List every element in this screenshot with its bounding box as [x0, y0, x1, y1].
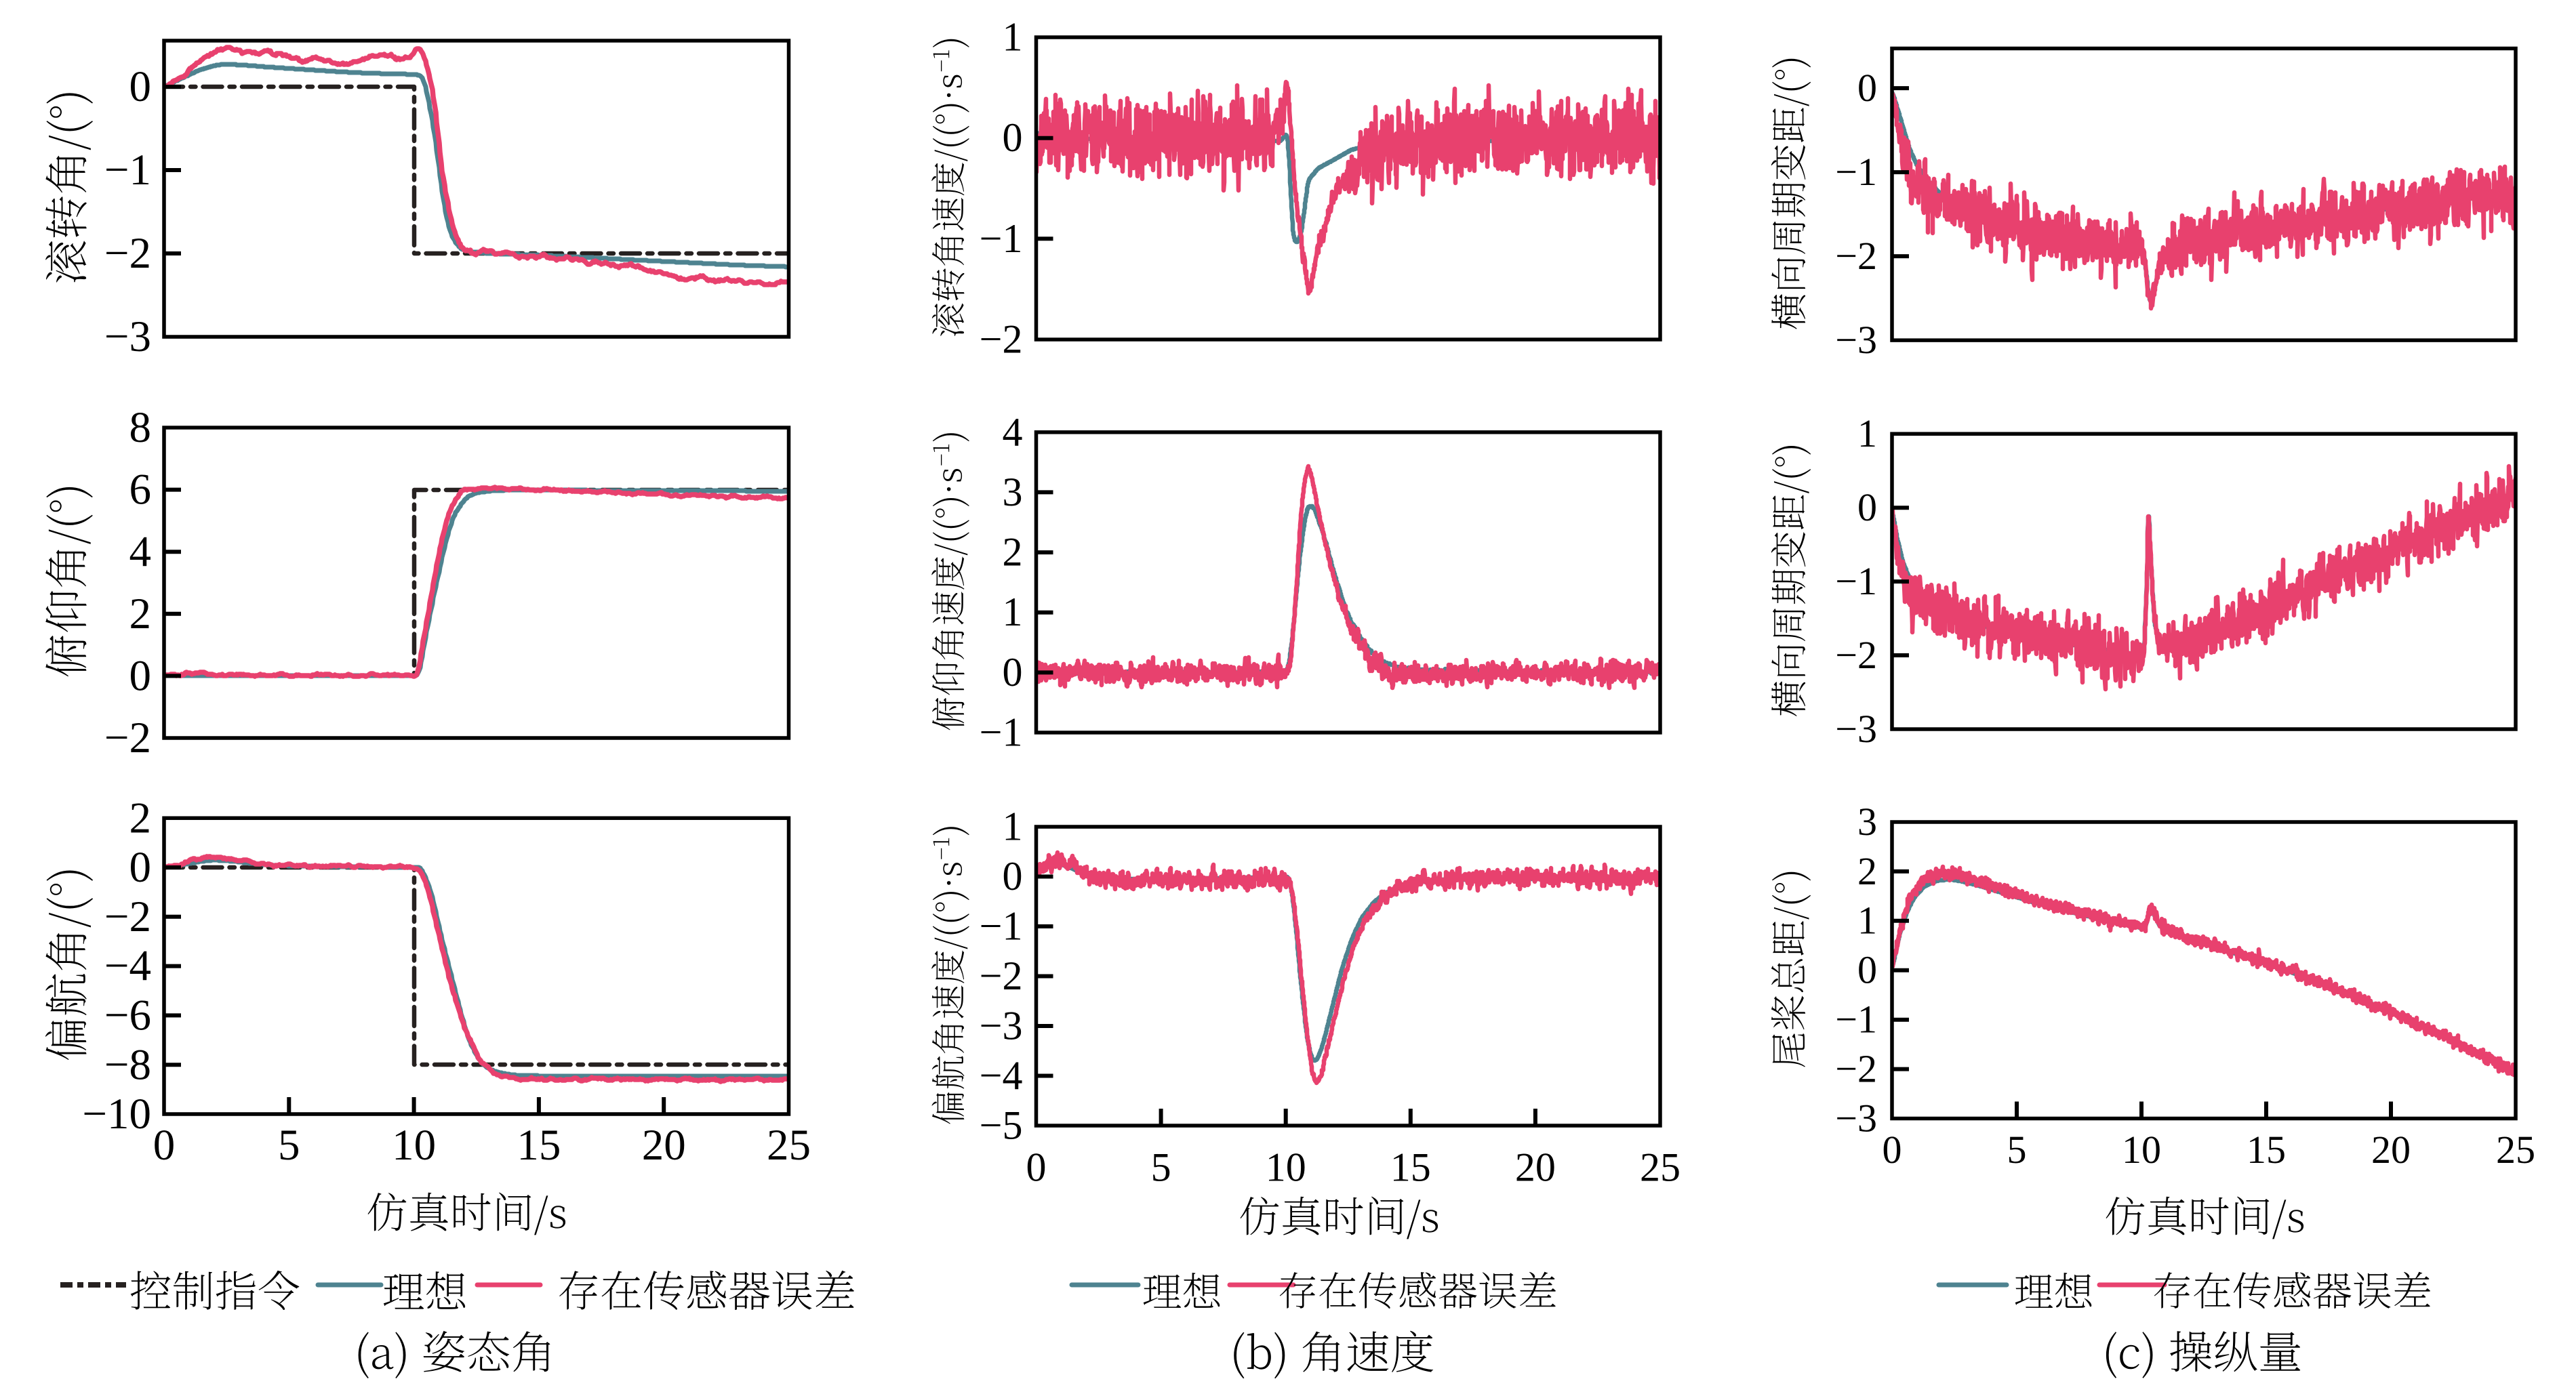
svg-text:−1: −1	[980, 216, 1023, 261]
svg-text:−2: −2	[104, 892, 151, 941]
svg-text:10: 10	[2122, 1128, 2161, 1172]
svg-text:−4: −4	[980, 1053, 1023, 1098]
svg-text:−1: −1	[980, 710, 1023, 755]
svg-text:25: 25	[1640, 1145, 1681, 1190]
svg-text:0: 0	[129, 843, 152, 892]
svg-text:−3: −3	[980, 1004, 1023, 1048]
svg-text:0: 0	[1003, 854, 1023, 899]
svg-text:0: 0	[129, 62, 152, 111]
svg-text:1: 1	[1003, 15, 1023, 60]
svg-text:−2: −2	[104, 714, 151, 762]
svg-text:5: 5	[278, 1121, 300, 1170]
svg-text:1: 1	[1857, 411, 1877, 455]
svg-text:15: 15	[1390, 1145, 1431, 1190]
svg-text:−2: −2	[104, 229, 151, 278]
svg-text:2: 2	[1857, 849, 1877, 893]
svg-text:−10: −10	[82, 1090, 151, 1138]
svg-text:4: 4	[1003, 409, 1023, 454]
svg-text:10: 10	[392, 1121, 436, 1170]
svg-text:0: 0	[1857, 485, 1877, 529]
svg-text:−2: −2	[980, 317, 1023, 362]
svg-text:5: 5	[1151, 1145, 1171, 1190]
svg-text:−1: −1	[1835, 559, 1877, 603]
svg-text:2: 2	[1003, 530, 1023, 575]
svg-text:15: 15	[2247, 1128, 2286, 1172]
svg-text:−2: −2	[1835, 633, 1877, 677]
svg-text:−3: −3	[1835, 318, 1877, 362]
svg-text:8: 8	[129, 403, 152, 452]
svg-text:3: 3	[1857, 800, 1877, 844]
svg-text:−3: −3	[1835, 1096, 1877, 1140]
svg-text:−8: −8	[104, 1040, 151, 1089]
svg-text:−2: −2	[980, 953, 1023, 998]
svg-text:−1: −1	[980, 904, 1023, 949]
svg-text:1: 1	[1857, 899, 1877, 943]
svg-text:2: 2	[129, 794, 152, 842]
svg-text:20: 20	[1515, 1145, 1556, 1190]
svg-text:0: 0	[1003, 115, 1023, 160]
svg-text:0: 0	[1857, 66, 1877, 110]
svg-text:25: 25	[767, 1121, 811, 1170]
svg-text:0: 0	[1003, 650, 1023, 695]
svg-text:0: 0	[129, 652, 152, 701]
svg-text:−3: −3	[1835, 707, 1877, 751]
svg-text:20: 20	[2371, 1128, 2411, 1172]
svg-text:6: 6	[129, 466, 152, 514]
svg-text:2: 2	[129, 590, 152, 638]
svg-text:10: 10	[1266, 1145, 1306, 1190]
svg-text:1: 1	[1003, 804, 1023, 849]
svg-text:−4: −4	[104, 942, 151, 991]
svg-text:−6: −6	[104, 991, 151, 1040]
svg-text:20: 20	[642, 1121, 686, 1170]
svg-text:−1: −1	[1835, 150, 1877, 194]
svg-text:0: 0	[1026, 1145, 1047, 1190]
svg-text:3: 3	[1003, 470, 1023, 514]
svg-text:4: 4	[129, 527, 152, 576]
svg-text:5: 5	[2007, 1128, 2027, 1172]
svg-text:−3: −3	[104, 312, 151, 361]
svg-text:1: 1	[1003, 590, 1023, 634]
svg-text:15: 15	[517, 1121, 561, 1170]
svg-text:0: 0	[1857, 948, 1877, 992]
svg-text:−1: −1	[1835, 998, 1877, 1042]
svg-text:0: 0	[1883, 1128, 1902, 1172]
svg-text:−5: −5	[980, 1103, 1023, 1148]
svg-text:−2: −2	[1835, 1046, 1877, 1090]
svg-text:−2: −2	[1835, 234, 1877, 278]
svg-text:−1: −1	[104, 146, 151, 194]
svg-text:25: 25	[2496, 1128, 2535, 1172]
svg-text:0: 0	[153, 1121, 176, 1170]
